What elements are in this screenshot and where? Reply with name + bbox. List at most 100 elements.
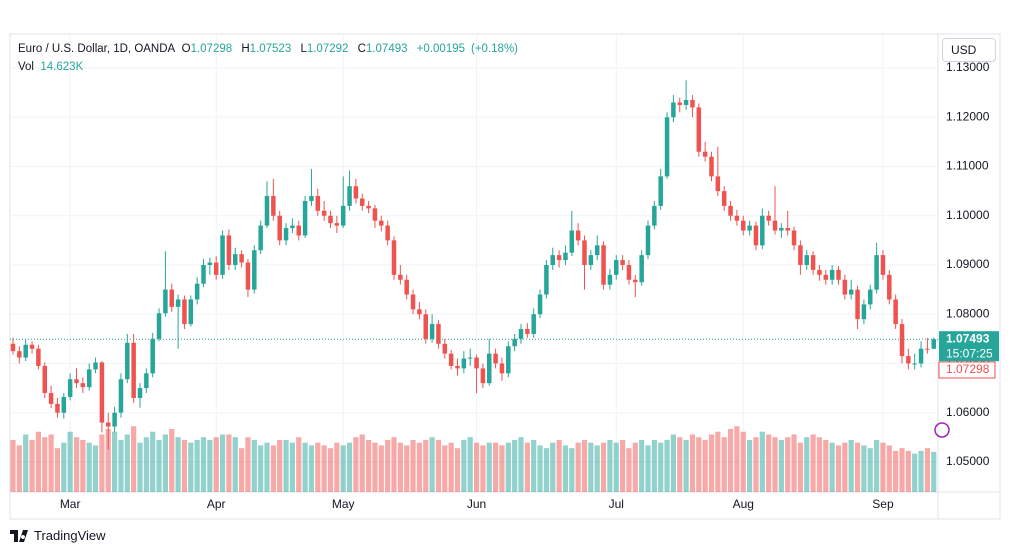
candle-body xyxy=(391,240,397,275)
candle-body xyxy=(842,279,848,295)
volume-bar xyxy=(562,445,569,492)
countdown: 15:07:25 xyxy=(946,346,993,360)
volume-bar xyxy=(632,442,638,492)
candle-body xyxy=(455,365,460,369)
brand-logo xyxy=(10,529,28,542)
volume-bar xyxy=(581,439,588,492)
candle-body xyxy=(290,225,295,229)
candle-body xyxy=(880,255,886,275)
volume-bar xyxy=(607,439,613,492)
candle-body xyxy=(620,260,625,265)
volume-bar xyxy=(835,445,842,492)
candle-body xyxy=(125,342,130,380)
currency-button[interactable]: USD xyxy=(942,38,996,62)
candle-body xyxy=(626,264,632,280)
volume-bar xyxy=(219,434,226,492)
volume-bar xyxy=(442,445,448,492)
candle-body xyxy=(93,362,98,370)
volume-bar xyxy=(708,434,715,492)
volume-bar xyxy=(874,439,880,492)
candle-body xyxy=(493,353,498,364)
volume-bar xyxy=(226,434,232,492)
volume-bar xyxy=(524,442,530,492)
volume-bar xyxy=(651,439,657,492)
candle-body xyxy=(931,339,936,349)
candle-body xyxy=(525,329,530,334)
volume-bar xyxy=(848,439,854,492)
candle-body xyxy=(353,186,359,199)
open-price-label: 1.07298 xyxy=(946,362,990,376)
y-tick-label: 1.08000 xyxy=(946,306,990,320)
volume-bar xyxy=(429,437,435,492)
candle-body xyxy=(569,230,575,253)
volume-bar xyxy=(518,437,524,492)
candle-body xyxy=(340,205,346,226)
candle-body xyxy=(194,283,200,300)
y-tick-label: 1.05000 xyxy=(946,454,990,468)
volume-bar xyxy=(683,439,689,492)
candle-body xyxy=(798,245,803,265)
volume-bar xyxy=(416,442,422,492)
volume-bar xyxy=(766,434,772,492)
legend-row: Euro / U.S. Dollar, 1D, OANDA O1.07298 H… xyxy=(18,40,524,58)
candle-body xyxy=(372,208,378,221)
volume-bar xyxy=(264,442,270,492)
candle-body xyxy=(741,220,746,231)
volume-bar xyxy=(772,437,778,492)
label: H xyxy=(241,43,250,55)
volume-bar xyxy=(473,442,480,492)
candle-body xyxy=(766,215,771,221)
volume-bar xyxy=(391,437,397,492)
x-tick-label: Sep xyxy=(872,497,894,511)
volume-bar xyxy=(448,442,454,492)
volume-bar xyxy=(715,431,721,492)
volume-bar xyxy=(753,437,759,492)
volume-bar xyxy=(67,431,73,492)
volume-bar xyxy=(854,442,861,492)
candle-body xyxy=(887,274,892,300)
candle-body xyxy=(366,205,371,209)
volume-bar xyxy=(296,437,302,492)
volume-bar xyxy=(823,439,829,492)
volume-bar xyxy=(327,448,334,492)
volume-bar xyxy=(886,445,892,492)
candle-body xyxy=(328,215,333,224)
volume-bar xyxy=(829,442,835,492)
volume-bar xyxy=(232,437,238,492)
candle-body xyxy=(467,357,473,359)
volume-bar xyxy=(150,431,156,492)
candle-body xyxy=(607,274,613,285)
open-price-box xyxy=(938,361,996,379)
candle-body xyxy=(220,235,225,275)
candle-body xyxy=(207,262,213,265)
volume-bar xyxy=(54,448,61,492)
candle-body xyxy=(817,269,822,275)
volume-bar xyxy=(48,434,54,492)
volume-bar xyxy=(353,437,359,492)
candle-body xyxy=(239,254,244,263)
volume-bar xyxy=(620,439,626,492)
volume-bar xyxy=(283,439,289,492)
candle-body xyxy=(188,299,194,325)
legend-row: Vol 14.623K xyxy=(18,58,524,76)
volume-bar xyxy=(867,448,873,492)
volume-bar xyxy=(537,445,543,492)
candle-body xyxy=(652,205,657,226)
volume-bar xyxy=(61,442,67,492)
volume-bar xyxy=(239,448,245,492)
volume-bar xyxy=(740,431,746,492)
volume-bar xyxy=(359,434,365,492)
candle-body xyxy=(417,309,422,315)
candle-body xyxy=(309,196,314,201)
x-tick-label: Mar xyxy=(60,497,81,511)
volume-bar xyxy=(499,445,505,492)
candle-body xyxy=(690,100,695,108)
brand[interactable]: TradingView xyxy=(10,528,106,543)
candle-body xyxy=(575,230,581,241)
volume-bar xyxy=(531,439,537,492)
volume-bar xyxy=(207,439,213,492)
candle-body xyxy=(99,362,105,423)
candle-body xyxy=(512,338,517,347)
candle-body xyxy=(550,255,555,265)
volume-bar xyxy=(505,442,511,492)
